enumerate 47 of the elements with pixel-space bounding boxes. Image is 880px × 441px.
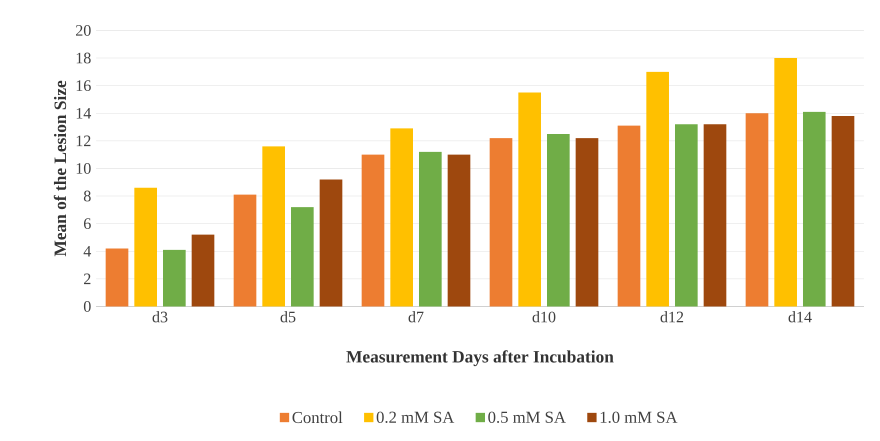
bar bbox=[746, 113, 768, 306]
y-tick-label: 18 bbox=[76, 52, 91, 64]
y-tick-label: 6 bbox=[84, 218, 91, 230]
y-tick-label: 2 bbox=[84, 274, 90, 284]
bar bbox=[320, 179, 342, 306]
y-tick-label: 8 bbox=[84, 190, 91, 202]
y-tick-label: 12 bbox=[76, 136, 90, 146]
bar bbox=[832, 116, 854, 306]
y-tick-label: 20 bbox=[76, 25, 91, 36]
bar bbox=[192, 234, 214, 306]
legend-label: 0.5 mM SA bbox=[488, 412, 566, 423]
bar bbox=[262, 146, 285, 306]
x-tick-label: d7 bbox=[408, 311, 424, 322]
bar bbox=[576, 138, 598, 306]
bar bbox=[291, 207, 314, 306]
bar bbox=[518, 92, 541, 306]
x-tick-label: d14 bbox=[788, 311, 812, 322]
bar bbox=[618, 126, 640, 306]
y-tick-label: 16 bbox=[76, 80, 91, 92]
bar bbox=[774, 58, 797, 306]
x-tick-label: d10 bbox=[532, 311, 556, 322]
bar bbox=[448, 154, 470, 306]
bar bbox=[134, 188, 157, 306]
legend-label: 1.0 mM SA bbox=[600, 412, 678, 423]
bar bbox=[362, 154, 384, 306]
bar bbox=[390, 128, 413, 306]
bar bbox=[704, 124, 726, 306]
bar bbox=[802, 112, 826, 306]
x-tick-label: d12 bbox=[660, 311, 684, 322]
bar bbox=[646, 72, 669, 306]
x-axis-title: Measurement Days after Incubation bbox=[346, 350, 614, 366]
y-axis-title: Mean of the Lesion Size bbox=[54, 80, 66, 256]
bar bbox=[546, 134, 570, 306]
legend-label: Control bbox=[292, 411, 342, 424]
y-tick-label: 10 bbox=[76, 163, 91, 174]
y-tick-label: 14 bbox=[76, 108, 92, 119]
y-tick-label: 4 bbox=[84, 246, 92, 257]
x-tick-label: d3 bbox=[152, 311, 168, 322]
bar bbox=[418, 152, 442, 306]
bar bbox=[490, 138, 512, 306]
bar bbox=[234, 194, 256, 306]
bar bbox=[163, 250, 186, 306]
bar bbox=[106, 248, 128, 306]
legend-label: 0.2 mM SA bbox=[376, 412, 454, 423]
x-tick-label: d5 bbox=[280, 311, 296, 322]
bar bbox=[674, 124, 698, 306]
y-tick-label: 0 bbox=[84, 301, 91, 312]
